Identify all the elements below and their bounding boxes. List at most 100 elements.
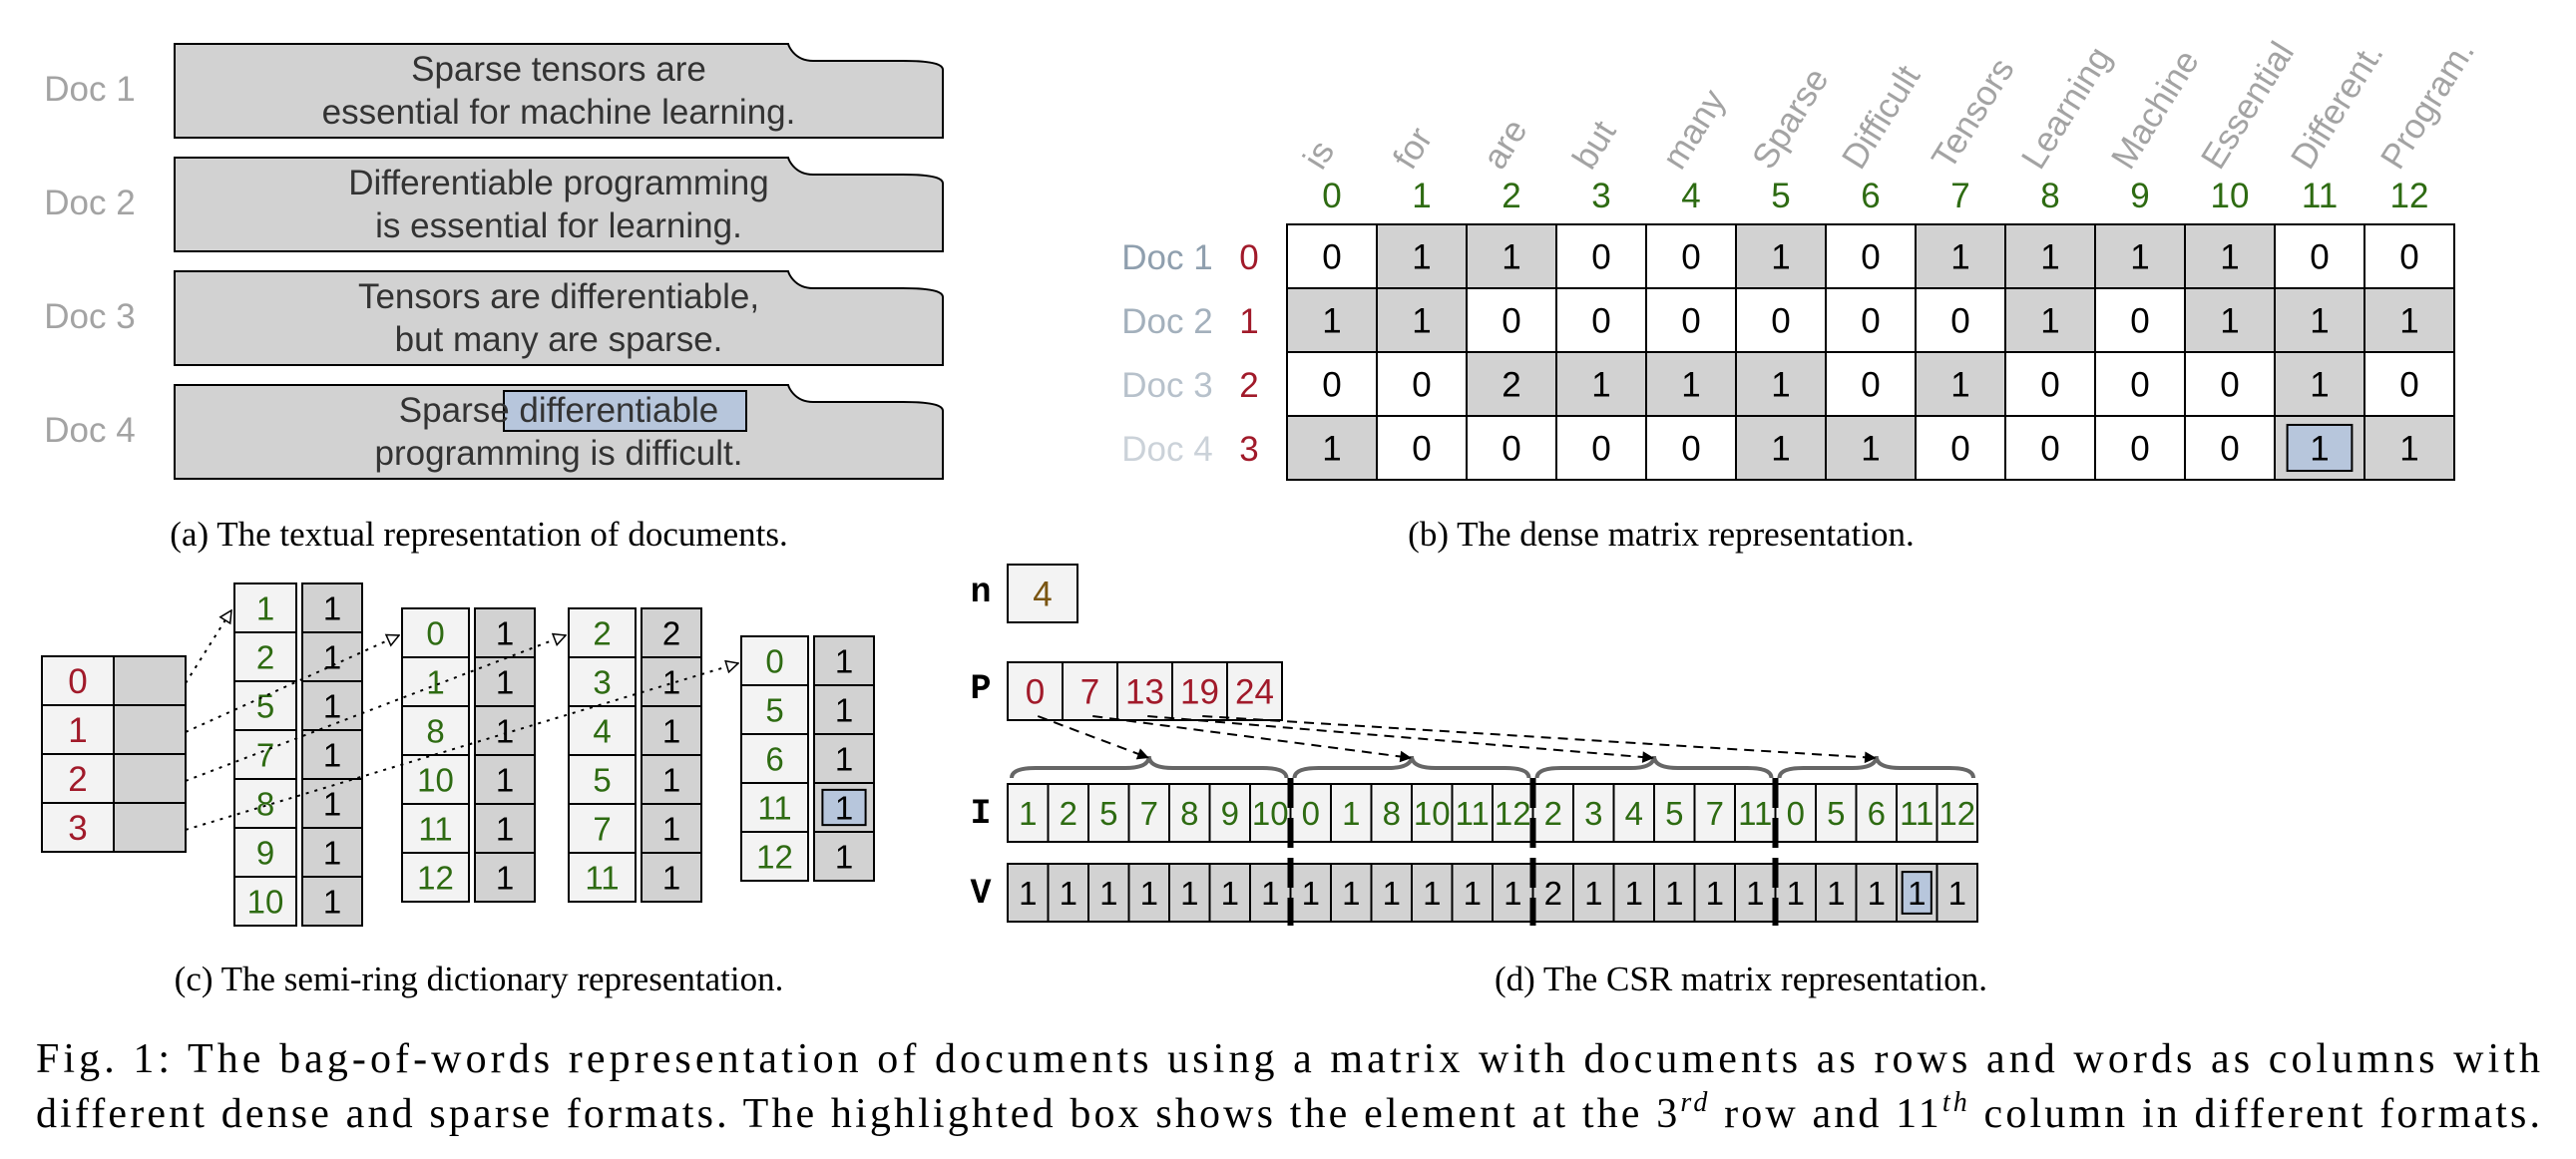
doc-text-line-2: but many are sparse. (395, 320, 723, 359)
n-value-cell-box (1007, 564, 1078, 623)
dict-value-cell-value: 1 (835, 691, 853, 728)
v-cell-value: 1 (1140, 875, 1158, 912)
matrix-cell-value: 0 (2130, 302, 2149, 341)
matrix-cell-value: 0 (2130, 366, 2149, 405)
dict-key-cell-box (233, 778, 297, 829)
word-label: Machine (2104, 43, 2207, 176)
dict-key-cell-value: 5 (593, 761, 611, 798)
v-cell-box (1492, 863, 1534, 923)
i-cell-value: 0 (1787, 795, 1805, 832)
v-cell-box (1087, 863, 1130, 923)
dict-key-cell-box (740, 782, 809, 833)
v-cell-value: 1 (1221, 875, 1239, 912)
matrix-cell-value: 1 (2040, 302, 2059, 341)
i-cell-value: 5 (1827, 795, 1845, 832)
column-index: 5 (1771, 177, 1790, 215)
row-pointer-cell-box (113, 704, 187, 755)
column-index: 3 (1591, 177, 1610, 215)
dict-pointer-arrow (185, 610, 231, 684)
highlighted-word-box (503, 390, 747, 432)
doc-text-line-1: Sparse tensors are (411, 50, 706, 89)
dict-value-cell-box (813, 733, 875, 784)
v-cell-value: 1 (1948, 875, 1966, 912)
dict-key-cell-box (401, 803, 470, 854)
dict-value-cell-box (641, 754, 702, 805)
doc-text-line-2: is essential for learning. (375, 206, 742, 245)
p-cell-box (1116, 661, 1173, 721)
v-cell-value: 1 (1383, 875, 1401, 912)
row-index-cell-value: 0 (68, 662, 87, 701)
matrix-cell-value: 0 (2399, 366, 2418, 405)
column-index: 8 (2040, 177, 2059, 215)
matrix-cell-value: 0 (2399, 238, 2418, 277)
word-label: is (1296, 134, 1342, 176)
matrix-cell-box (1645, 415, 1737, 481)
v-cell-highlight (1901, 871, 1932, 915)
dict-value-cell-box (301, 582, 363, 633)
matrix-cell-box (1825, 287, 1917, 353)
matrix-cell-box (1555, 223, 1647, 289)
document-card (174, 270, 944, 366)
dict-value-cell-box (474, 705, 536, 756)
offset-arrows (1037, 715, 1877, 764)
dict-value-cell-value: 1 (835, 740, 853, 777)
matrix-cell-value: 1 (1322, 430, 1341, 469)
i-cell-box (1935, 783, 1978, 843)
matrix-cell-value: 0 (1950, 302, 1969, 341)
matrix-cell-value: 0 (1591, 302, 1610, 341)
dict-value-cell-box (641, 803, 702, 854)
matrix-cell-value: 1 (1502, 238, 1520, 277)
matrix-cell-value: 1 (2399, 302, 2418, 341)
dict-key-cell-value: 12 (417, 859, 454, 896)
dict-key-cell-value: 11 (418, 810, 452, 847)
matrix-cell-value: 1 (1771, 366, 1790, 405)
matrix-cell-value: 0 (2130, 430, 2149, 469)
i-cell-box (1451, 783, 1494, 843)
word-label: Sparse (1745, 62, 1837, 177)
v-cell-value: 1 (1868, 875, 1886, 912)
matrix-cell-value: 1 (2130, 238, 2149, 277)
row-index: 2 (1239, 366, 1258, 405)
matrix-cell-box (2363, 223, 2455, 289)
i-cell-value: 9 (1221, 795, 1239, 832)
matrix-cell-box (1825, 415, 1917, 481)
word-label: Program. (2373, 34, 2482, 177)
dict-value-cell-value: 1 (662, 712, 680, 749)
v-cell-value: 1 (1706, 875, 1724, 912)
p-cell-value: 24 (1235, 673, 1274, 712)
doc-label: Doc 4 (44, 411, 135, 450)
matrix-cell-value: 0 (1681, 302, 1700, 341)
matrix-cell-box (1915, 287, 2006, 353)
dict-value-cell-value: 1 (323, 736, 341, 773)
dict-key-cell-value: 5 (765, 691, 783, 728)
dict-key-cell-value: 10 (417, 761, 454, 798)
matrix-cell-box (1466, 223, 1557, 289)
panel-c-caption: (c) The semi-ring dictionary representat… (175, 960, 784, 998)
document-card (174, 43, 944, 139)
row-index: 0 (1239, 238, 1258, 277)
i-cell-value: 2 (1544, 795, 1562, 832)
matrix-cell-box (2184, 223, 2276, 289)
dict-value-cell-value: 1 (323, 589, 341, 626)
i-cell-value: 8 (1180, 795, 1198, 832)
dict-key-cell-value: 8 (256, 785, 274, 822)
matrix-cell-value: 2 (1502, 366, 1520, 405)
dict-value-cell-box (301, 631, 363, 682)
i-cell-box (1693, 783, 1736, 843)
dict-key-cell-value: 9 (256, 834, 274, 871)
dict-value-cell-box (474, 852, 536, 903)
v-cell-box (1208, 863, 1251, 923)
matrix-cell-box (1555, 287, 1647, 353)
matrix-cell-box (2094, 415, 2186, 481)
dict-value-cell-box (813, 635, 875, 686)
dict-key-cell-box (233, 729, 297, 780)
i-cell-value: 6 (1868, 795, 1886, 832)
dict-key-cell-box (233, 582, 297, 633)
dict-value-cell-value: 1 (662, 810, 680, 847)
dict-value-cell-box (301, 827, 363, 878)
matrix-cell-value: 0 (1591, 430, 1610, 469)
v-cell-value: 1 (1827, 875, 1845, 912)
v-cell-box (1249, 863, 1292, 923)
matrix-cell-value: 0 (1681, 430, 1700, 469)
